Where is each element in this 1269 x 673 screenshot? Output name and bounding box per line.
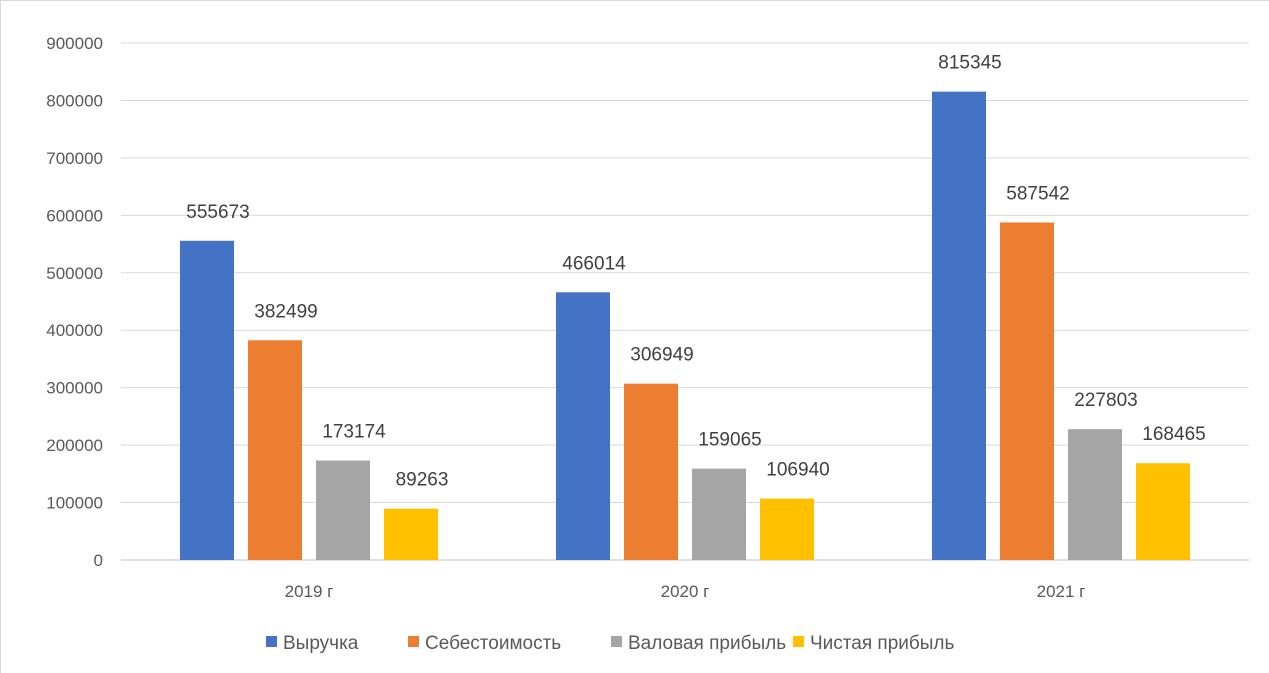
data-label: 587542 — [1006, 183, 1069, 204]
legend-label: Чистая прибыль — [810, 633, 954, 654]
bar-4-2 — [760, 498, 814, 560]
legend-label: Себестоимость — [425, 633, 561, 654]
data-label: 173174 — [322, 422, 386, 443]
y-tick-label: 600000 — [46, 206, 103, 225]
bar-1-3 — [932, 91, 986, 561]
legend-label: Выручка — [283, 633, 359, 654]
data-label: 89263 — [396, 470, 449, 491]
data-label: 555673 — [186, 202, 249, 223]
bar-1-2 — [556, 292, 610, 560]
x-category-label: 2021 г — [1037, 582, 1086, 601]
y-tick-label: 200000 — [46, 436, 103, 455]
x-category-label: 2019 г — [285, 582, 334, 601]
x-category-label: 2020 г — [661, 582, 710, 601]
legend-swatch — [408, 636, 419, 647]
y-tick-label: 900000 — [46, 34, 103, 53]
legend-swatch — [266, 636, 277, 647]
bar-2-2 — [624, 383, 678, 560]
bar-3-2 — [692, 468, 746, 560]
y-tick-label: 400000 — [46, 321, 103, 340]
y-tick-label: 100000 — [46, 494, 103, 513]
data-label: 815345 — [938, 53, 1001, 74]
bar-1-1 — [180, 240, 234, 560]
y-tick-label: 500000 — [46, 264, 103, 283]
data-label: 227803 — [1074, 390, 1137, 411]
bar-4-1 — [384, 508, 438, 560]
bar-2-1 — [248, 340, 302, 560]
legend-label: Валовая прибыль — [628, 633, 786, 654]
y-tick-label: 800000 — [46, 91, 103, 110]
data-label: 168465 — [1142, 424, 1205, 445]
y-tick-label: 300000 — [46, 379, 103, 398]
bar-3-3 — [1068, 429, 1122, 560]
data-label: 382499 — [254, 301, 317, 322]
y-tick-label: 0 — [94, 551, 103, 570]
bar-4-3 — [1136, 463, 1190, 560]
legend-swatch — [611, 636, 622, 647]
bar-3-1 — [316, 460, 370, 560]
y-tick-label: 700000 — [46, 149, 103, 168]
bar-2-3 — [1000, 222, 1054, 561]
data-label: 306949 — [630, 345, 693, 366]
data-label: 106940 — [766, 460, 829, 481]
data-label: 159065 — [698, 430, 761, 451]
legend-swatch — [793, 636, 804, 647]
data-label: 466014 — [562, 253, 626, 274]
